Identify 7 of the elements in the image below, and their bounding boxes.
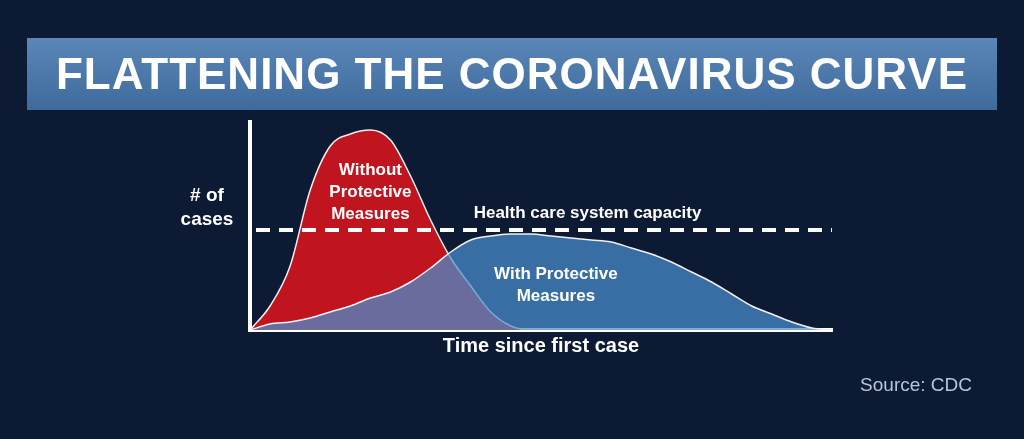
chart-title: FLATTENING THE CORONAVIRUS CURVE — [27, 38, 997, 110]
ref-line-label: Health care system capacity — [473, 203, 702, 223]
source-note: Source: CDC — [860, 374, 972, 396]
series-label: Without Protective Measures — [329, 159, 412, 223]
series-label: With Protective Measures — [494, 263, 618, 305]
x-axis-title: Time since first case — [442, 333, 640, 356]
y-axis-title: # of cases — [180, 184, 234, 230]
